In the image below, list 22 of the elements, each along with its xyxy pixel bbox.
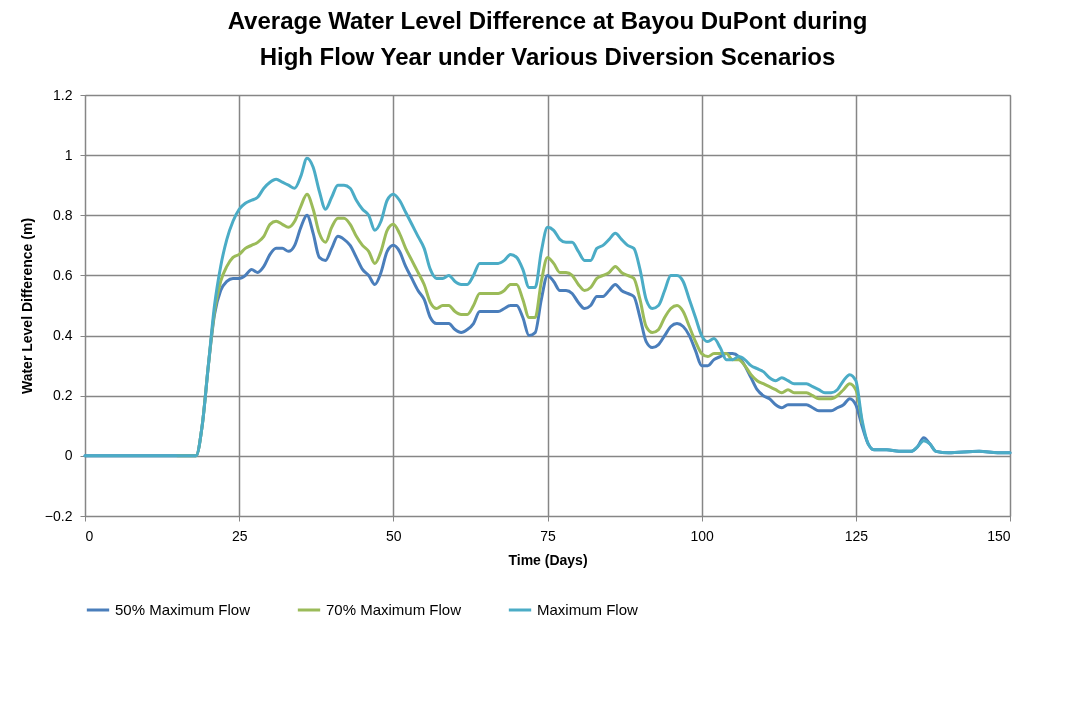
x-tick-label: 75 (540, 527, 556, 544)
legend-label: 70% Maximum Flow (326, 601, 462, 618)
y-tick-label: 0.2 (53, 387, 73, 404)
y-tick-label: −0.2 (44, 507, 73, 524)
legend-label: 50% Maximum Flow (115, 601, 251, 618)
chart-title: Average Water Level Difference at Bayou DuPont during High Flow Year under Various Diversion Scenarios (227, 7, 868, 70)
legend-label: Maximum Flow (537, 601, 639, 618)
line-series (83, 156, 1012, 458)
x-tick-label: 125 (844, 527, 869, 544)
y-tick-label: 0 (64, 447, 73, 464)
y-tick-label: 0.6 (53, 266, 73, 283)
y-tick-label: 0.4 (53, 327, 73, 344)
y-tick-label: 0.8 (53, 206, 73, 223)
y-tick-label: 1.2 (53, 86, 73, 103)
x-tick-label: 50 (386, 527, 402, 544)
x-tick-label: 25 (231, 527, 248, 544)
x-tick-label: 0 (85, 527, 94, 544)
y-axis-title: Water Level Difference (m) (18, 217, 35, 395)
x-axis-title: Time (Days) (508, 551, 588, 568)
x-tick-label: 150 (987, 527, 1011, 544)
y-tick-label: 1 (64, 146, 73, 163)
x-tick-label: 100 (690, 527, 715, 544)
